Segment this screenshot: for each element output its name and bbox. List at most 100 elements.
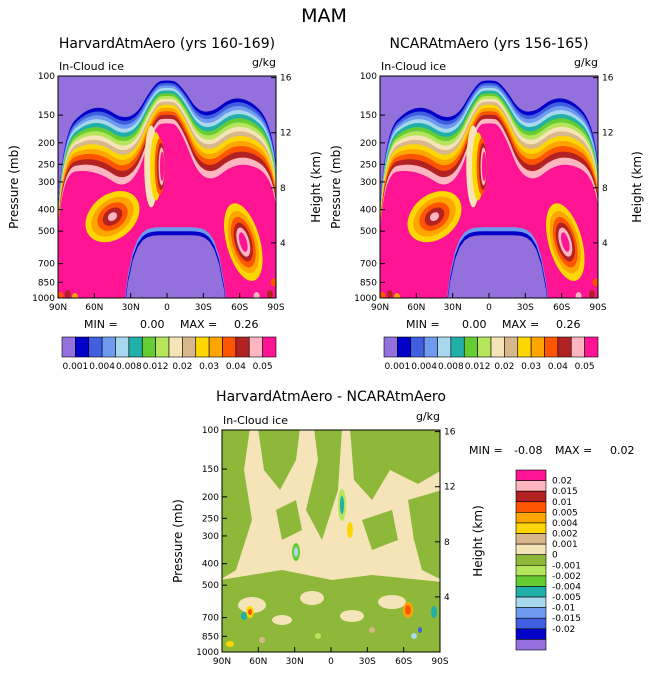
x-tick-label-2: 30N [444,303,462,313]
field-label: In-Cloud ice [223,414,288,427]
polar-speckle-3 [582,283,589,292]
diff-zero-hole-3 [272,615,292,625]
colorbar-label-1: 0.004 [89,362,115,372]
y2-tick-label-3: 4 [602,239,608,249]
polar-speckle-2 [393,293,400,298]
colorbar-swatch-14 [570,336,585,358]
y-tick-label-0: 100 [360,72,377,82]
colorbar-label-0: 0.001 [384,362,410,372]
y-tick-label-7: 700 [202,614,219,624]
x-tick-label-2: 30N [286,657,304,667]
x-tick-label-3: 0 [486,303,492,313]
colorbar-label-0: 0.02 [552,477,572,487]
y-tick-label-9: 1000 [196,648,219,658]
polar-speckle-5 [253,292,260,298]
x-tick-label-1: 60N [407,303,425,313]
x-tick-label-5: 60S [553,303,570,313]
nh-max-4 [429,212,440,221]
stat-min-label: MIN = [469,444,503,457]
colorbar-label-6: 0.04 [548,362,568,372]
y-tick-label-6: 500 [202,581,219,591]
colorbar-label-4: 0.004 [552,519,578,529]
polar-speckle-0 [380,292,386,298]
y2-tick-label-2: 8 [280,184,286,194]
y-tick-label-0: 100 [38,72,55,82]
colorbar-label-11: -0.005 [552,593,581,603]
y2-axis-label: Height (km) [471,505,485,576]
polar-speckle-4 [266,290,273,298]
y2-tick-label-0: 16 [280,74,292,84]
panel-title: NCARAtmAero (yrs 156-165) [389,36,588,52]
colorbar-swatch-14 [248,336,263,358]
field-label: In-Cloud ice [59,60,124,73]
x-tick-label-0: 90N [49,303,67,313]
colorbar-label-0: 0.001 [62,362,88,372]
colorbar-swatch-2 [515,490,547,503]
y-tick-label-5: 400 [202,560,219,570]
diff-signal-13 [226,641,234,647]
x-tick-label-3: 0 [164,303,170,313]
diff-zero-hole-4 [340,610,364,622]
stat-max-label: MAX = [180,318,217,331]
stat-max-value: 0.26 [556,318,581,331]
y2-tick-label-0: 16 [444,428,456,438]
colorbar-swatch-7 [155,336,170,358]
colorbar-swatch-0 [383,336,398,358]
x-tick-label-5: 60S [395,657,412,667]
colorbar-swatch-9 [515,564,547,577]
colorbar-swatch-13 [515,607,547,619]
panel-ncar: NCARAtmAero (yrs 156-165) In-Cloud ice g… [329,36,644,372]
sh-max-5 [238,232,248,252]
colorbar-label-9: -0.002 [552,572,581,582]
x-tick-label-1: 60N [85,303,103,313]
contour-field [380,76,598,298]
colorbar-swatch-1 [397,336,412,358]
colorbar-label-8: -0.001 [552,561,581,571]
y-tick-label-5: 400 [38,206,55,216]
diff-signal-1 [340,496,344,514]
colorbar-label-6: 0.001 [552,540,578,550]
y-axis-label: Pressure (mb) [171,499,185,583]
warm-dome [447,235,548,298]
colorbar-swatch-9 [182,336,197,358]
field-label: In-Cloud ice [381,60,446,73]
x-tick-label-4: 30S [195,303,212,313]
colorbar: 0.001 0.004 0.008 0.012 0.02 0.03 0.04 0.05 [61,336,277,372]
colorbar-swatch-14 [515,617,547,630]
stat-min-label: MIN = [406,318,440,331]
y2-tick-label-3: 4 [444,593,450,603]
figure-title: MAM [301,5,347,27]
y-tick-label-3: 250 [38,160,55,170]
units-label: g/kg [574,56,598,69]
y-tick-label-8: 850 [360,278,377,288]
y-tick-label-6: 500 [360,227,377,237]
colorbar-label-7: 0.05 [575,362,595,372]
colorbar-swatch-4 [437,336,452,358]
x-tick-label-0: 90N [371,303,389,313]
colorbar-label-3: 0.005 [552,508,578,518]
y-tick-label-4: 300 [38,178,55,188]
stat-max-value: 0.02 [610,444,635,457]
colorbar-swatch-2 [410,336,425,358]
colorbar-label-7: 0 [552,551,558,561]
x-tick-label-0: 90N [213,657,231,667]
y-tick-label-9: 1000 [32,294,55,304]
contour-band-15 [58,123,276,298]
y-tick-label-1: 150 [360,111,377,121]
colorbar-swatch-3 [423,336,438,358]
colorbar-swatch-13 [235,336,250,358]
diff-signal-14 [259,637,265,643]
colorbar-label-13: -0.015 [552,614,581,624]
diff-zero-hole-0 [238,597,266,613]
y-tick-label-6: 500 [38,227,55,237]
y-tick-label-3: 250 [360,160,377,170]
y2-tick-label-0: 16 [602,74,614,84]
stat-max-label: MAX = [502,318,539,331]
y-tick-label-2: 200 [360,139,377,149]
colorbar-swatch-15 [584,336,599,358]
y-tick-label-2: 200 [38,139,55,149]
colorbar-label-12: -0.01 [552,604,575,614]
tropical-core-5 [159,151,165,181]
diff-signal-3 [294,547,298,557]
diff-signal-4 [347,522,353,538]
